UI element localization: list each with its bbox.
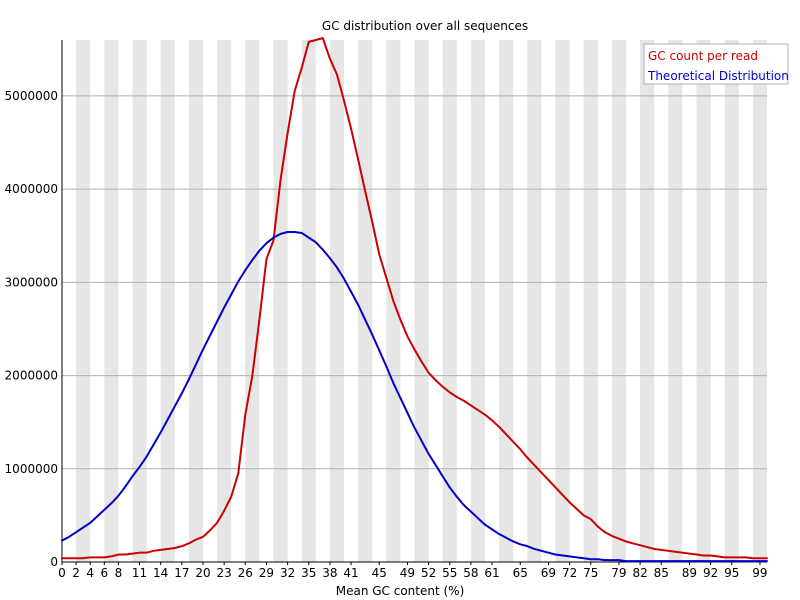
x-tick-label: 4	[86, 566, 94, 580]
vertical-band	[76, 40, 91, 562]
vertical-band	[245, 40, 260, 562]
series-line-gc-count-per-read	[61, 37, 768, 560]
x-tick-label: 69	[541, 566, 556, 580]
vertical-band	[188, 40, 203, 562]
legend-item-theoretical-distribution: Theoretical Distribution	[647, 69, 789, 83]
x-tick-label: 99	[752, 566, 767, 580]
vertical-band	[611, 40, 626, 562]
vertical-band	[470, 40, 485, 562]
vertical-band	[414, 40, 429, 562]
series-layer	[61, 37, 768, 563]
x-tick-label: 79	[611, 566, 626, 580]
x-tick-label: 6	[100, 566, 108, 580]
x-tick-label: 38	[322, 566, 337, 580]
x-tick-label: 20	[195, 566, 210, 580]
y-tick-label: 1000000	[5, 462, 58, 476]
vertical-band	[555, 40, 570, 562]
x-tick-label: 65	[513, 566, 528, 580]
x-tick-label: 17	[174, 566, 189, 580]
x-tick-label: 55	[442, 566, 457, 580]
x-tick-label: 45	[372, 566, 387, 580]
x-tick-label: 0	[58, 566, 66, 580]
x-tick-label: 89	[682, 566, 697, 580]
vertical-bands	[76, 40, 767, 562]
legend-box	[643, 43, 789, 85]
x-tick-label: 14	[153, 566, 168, 580]
vertical-band	[358, 40, 373, 562]
vertical-band	[442, 40, 457, 562]
vertical-band	[724, 40, 739, 562]
y-tick-label: 3000000	[5, 275, 58, 289]
vertical-band	[132, 40, 147, 562]
vertical-band	[696, 40, 711, 562]
vertical-band	[329, 40, 344, 562]
vertical-band	[104, 40, 119, 562]
vertical-band	[527, 40, 542, 562]
x-tick-label: 85	[654, 566, 669, 580]
x-tick-label: 52	[421, 566, 436, 580]
x-tick-label: 95	[724, 566, 739, 580]
x-tick-label: 72	[562, 566, 577, 580]
horizontal-grid	[62, 95, 767, 470]
x-tick-label: 92	[703, 566, 718, 580]
x-tick-label: 75	[583, 566, 598, 580]
x-tick-label: 11	[132, 566, 147, 580]
x-tick-label: 61	[484, 566, 499, 580]
x-tick-label: 41	[343, 566, 358, 580]
vertical-band	[301, 40, 316, 562]
legend: GC count per read Theoretical Distributio…	[643, 43, 789, 85]
x-tick-label: 49	[400, 566, 415, 580]
x-tick-label: 23	[217, 566, 232, 580]
vertical-band	[668, 40, 683, 562]
x-tick-label: 32	[280, 566, 295, 580]
legend-item-gc-count-per-read: GC count per read	[648, 49, 758, 63]
series-line-theoretical-distribution	[61, 231, 768, 563]
x-tick-label: 82	[632, 566, 647, 580]
x-tick-label: 58	[463, 566, 478, 580]
x-tick-label: 26	[238, 566, 253, 580]
vertical-band	[499, 40, 514, 562]
vertical-band	[583, 40, 598, 562]
x-tick-label: 8	[115, 566, 123, 580]
vertical-band	[752, 40, 767, 562]
chart-title: GC distribution over all sequences	[322, 19, 528, 33]
vertical-band	[160, 40, 175, 562]
x-tick-label: 2	[72, 566, 80, 580]
y-tick-label: 5000000	[5, 89, 58, 103]
x-axis-label: Mean GC content (%)	[336, 584, 465, 598]
y-tick-label: 0	[50, 555, 58, 569]
x-tick-label: 29	[259, 566, 274, 580]
vertical-band	[273, 40, 288, 562]
x-tick-label: 35	[301, 566, 316, 580]
vertical-band	[217, 40, 232, 562]
vertical-band	[640, 40, 655, 562]
y-tick-label: 2000000	[5, 369, 58, 383]
y-tick-label: 4000000	[5, 182, 58, 196]
